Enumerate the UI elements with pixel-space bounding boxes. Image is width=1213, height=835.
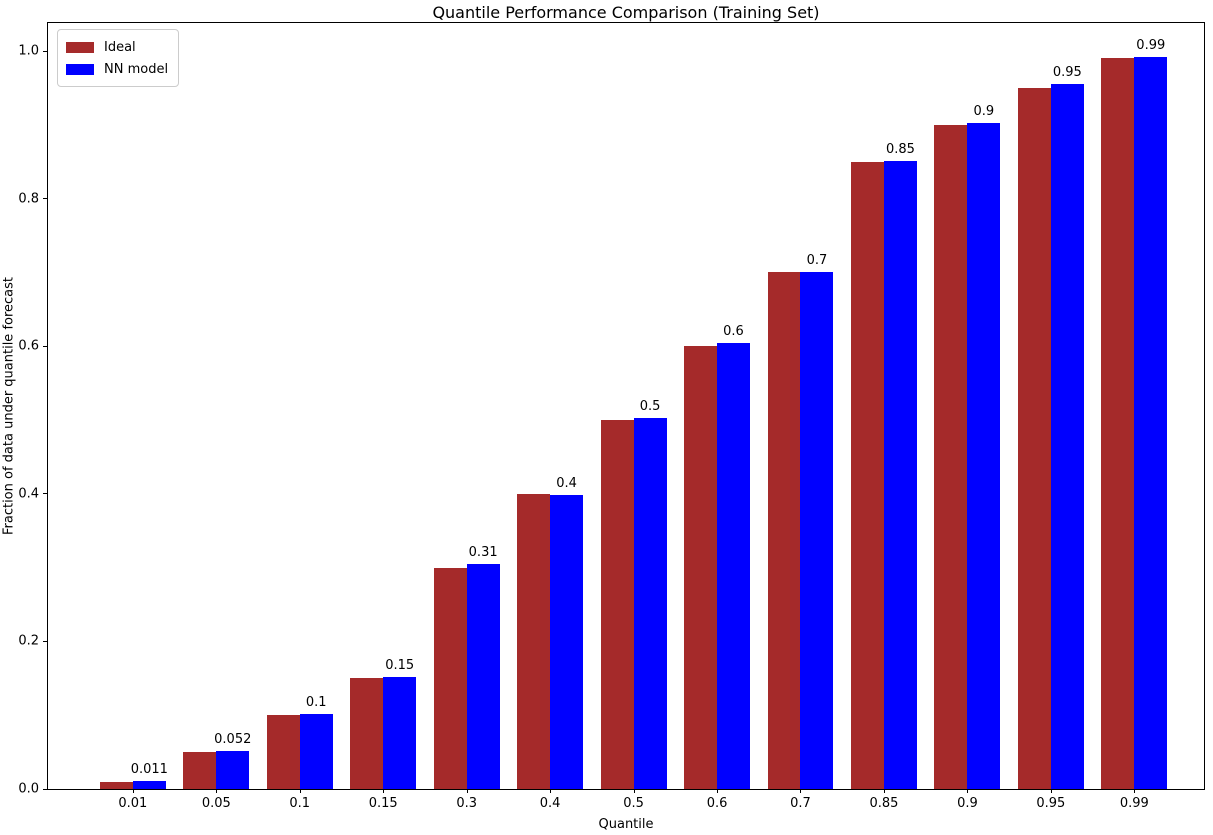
- x-tick-label: 0.7: [790, 796, 811, 811]
- bar-ideal: [600, 420, 634, 789]
- legend-item-nn-model: NN model: [66, 58, 168, 80]
- x-tick-label: 0.9: [957, 796, 978, 811]
- bar-ideal: [517, 493, 551, 789]
- y-tick-label: 0.0: [18, 781, 39, 797]
- bar-nn-model: [132, 780, 166, 789]
- bar-ideal: [684, 346, 718, 789]
- y-tick-label: 0.2: [18, 633, 39, 649]
- x-tick-mark: [1050, 789, 1052, 793]
- bar-nn-model: [466, 563, 500, 789]
- bar-nn-model: [383, 676, 417, 789]
- bar-nn-model: [1134, 56, 1168, 789]
- bar-value-label: 0.7: [806, 252, 828, 268]
- bar-ideal: [934, 124, 968, 789]
- bar-value-label: 0.4: [556, 476, 577, 492]
- x-tick-mark: [550, 789, 552, 793]
- x-tick-label: 0.1: [289, 796, 311, 811]
- x-tick-label: 0.6: [706, 796, 728, 811]
- y-tick-mark: [43, 345, 47, 347]
- bar-ideal: [1101, 58, 1135, 789]
- y-tick-label: 0.4: [18, 486, 39, 502]
- y-tick-label: 0.8: [18, 191, 39, 207]
- bar-ideal: [99, 781, 133, 789]
- plot-area: Ideal NN model 0.0 0.2 0.4 0.6 0.8 1.0 0.01 0.0…: [18, 22, 1205, 811]
- x-tick-label: 0.5: [623, 796, 644, 811]
- legend-swatch-nn-model: [66, 63, 94, 75]
- x-tick-label: 0.95: [1036, 796, 1066, 811]
- x-axis-label: Quantile: [598, 817, 654, 832]
- x-tick-label: 0.01: [118, 796, 148, 811]
- x-tick-mark: [299, 789, 301, 793]
- y-tick-label: 0.6: [18, 338, 39, 354]
- bar-ideal: [851, 161, 884, 789]
- legend-label-ideal: Ideal: [104, 39, 136, 55]
- legend-item-ideal: Ideal: [66, 36, 168, 58]
- bar-value-label: 0.15: [385, 657, 415, 673]
- y-tick-mark: [43, 50, 47, 52]
- bar-value-label: 0.011: [130, 761, 168, 777]
- bar-ideal: [183, 752, 217, 789]
- bar-nn-model: [800, 271, 834, 789]
- x-tick-mark: [717, 789, 719, 793]
- bar-value-label: 0.85: [885, 142, 915, 157]
- y-tick-mark: [43, 788, 47, 790]
- bar-nn-model: [633, 417, 667, 789]
- x-tick-mark: [1134, 789, 1136, 793]
- x-tick-label: 0.85: [869, 796, 899, 811]
- bar-nn-model: [717, 342, 750, 789]
- legend-swatch-ideal: [66, 41, 94, 53]
- x-tick-mark: [132, 789, 134, 793]
- x-tick-label: 0.3: [456, 796, 478, 811]
- bar-nn-model: [216, 750, 250, 789]
- bar-nn-model: [550, 495, 584, 789]
- x-tick-mark: [883, 789, 885, 793]
- x-tick-mark: [216, 789, 218, 793]
- bar-nn-model: [299, 713, 333, 789]
- x-tick-label: 0.99: [1119, 796, 1149, 811]
- x-tick-label: 0.15: [368, 796, 398, 811]
- bar-value-label: 0.1: [305, 694, 327, 710]
- y-tick-mark: [43, 640, 47, 642]
- chart-title: Quantile Performance Comparison (Trainin…: [432, 3, 820, 22]
- x-tick-mark: [800, 789, 802, 793]
- bar-ideal: [266, 715, 300, 789]
- x-tick-label: 0.4: [539, 796, 561, 811]
- x-tick-mark: [967, 789, 969, 793]
- bar-value-label: 0.6: [723, 323, 744, 339]
- x-tick-mark: [383, 789, 385, 793]
- bar-value-label: 0.052: [214, 731, 252, 747]
- legend: Ideal NN model: [57, 29, 180, 87]
- y-tick-mark: [43, 198, 47, 200]
- bar-ideal: [433, 567, 467, 789]
- bar-ideal: [767, 272, 801, 789]
- x-tick-mark: [466, 789, 468, 793]
- x-tick-label: 0.05: [201, 796, 231, 811]
- y-tick-mark: [43, 493, 47, 495]
- bar-value-label: 0.31: [468, 544, 498, 560]
- bar-nn-model: [1050, 83, 1084, 789]
- y-tick-label: 1.0: [18, 43, 39, 59]
- legend-label-nn-model: NN model: [104, 61, 169, 77]
- bar-value-label: 0.9: [973, 104, 995, 120]
- bar-value-label: 0.5: [639, 398, 661, 414]
- bar-ideal: [1017, 87, 1051, 789]
- bar-nn-model: [967, 123, 1001, 789]
- y-axis-label: Fraction of data under quantile forecast: [1, 276, 17, 536]
- bar-value-label: 0.95: [1052, 64, 1082, 80]
- bar-value-label: 0.99: [1136, 37, 1166, 53]
- x-tick-mark: [633, 789, 635, 793]
- bar-nn-model: [883, 161, 917, 789]
- bar-ideal: [350, 678, 384, 789]
